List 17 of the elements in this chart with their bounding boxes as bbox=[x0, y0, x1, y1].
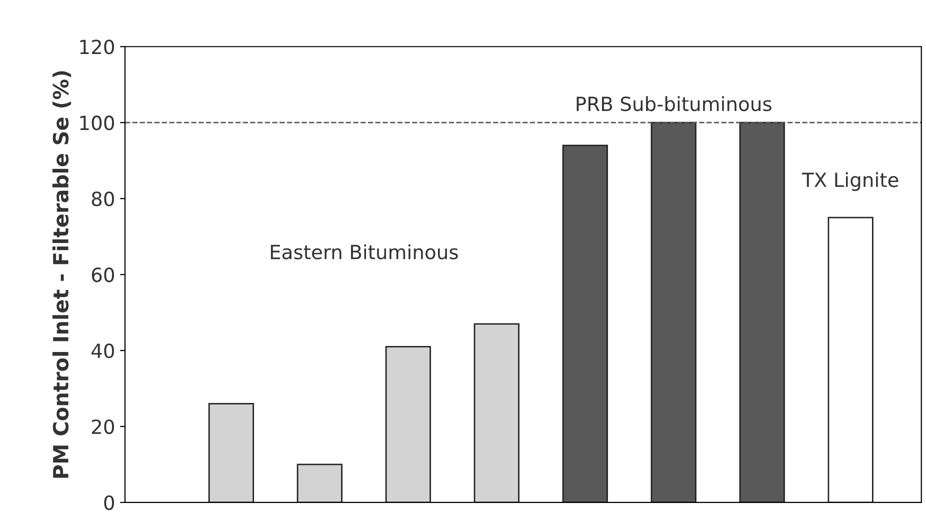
y-axis-title: PM Control Inlet - Filterable Se (%) bbox=[52, 71, 72, 478]
bar bbox=[385, 346, 431, 502]
bar bbox=[828, 216, 874, 502]
y-tick-label: 80 bbox=[92, 192, 114, 206]
bar bbox=[562, 144, 608, 502]
y-tick-label: 100 bbox=[80, 116, 114, 130]
annotation: TX Lignite bbox=[802, 172, 898, 191]
annotation: PRB Sub-bituminous bbox=[576, 96, 772, 112]
bar bbox=[208, 403, 254, 502]
y-tick-label: 40 bbox=[91, 343, 114, 358]
y-tick-label: 60 bbox=[92, 267, 114, 282]
bar bbox=[296, 464, 342, 502]
y-tick-label: 120 bbox=[80, 40, 114, 54]
annotation: Eastern Bituminous bbox=[270, 244, 458, 260]
y-tick-label: 0 bbox=[104, 495, 114, 510]
y-tick-label: 20 bbox=[92, 419, 114, 434]
bar bbox=[474, 323, 520, 502]
